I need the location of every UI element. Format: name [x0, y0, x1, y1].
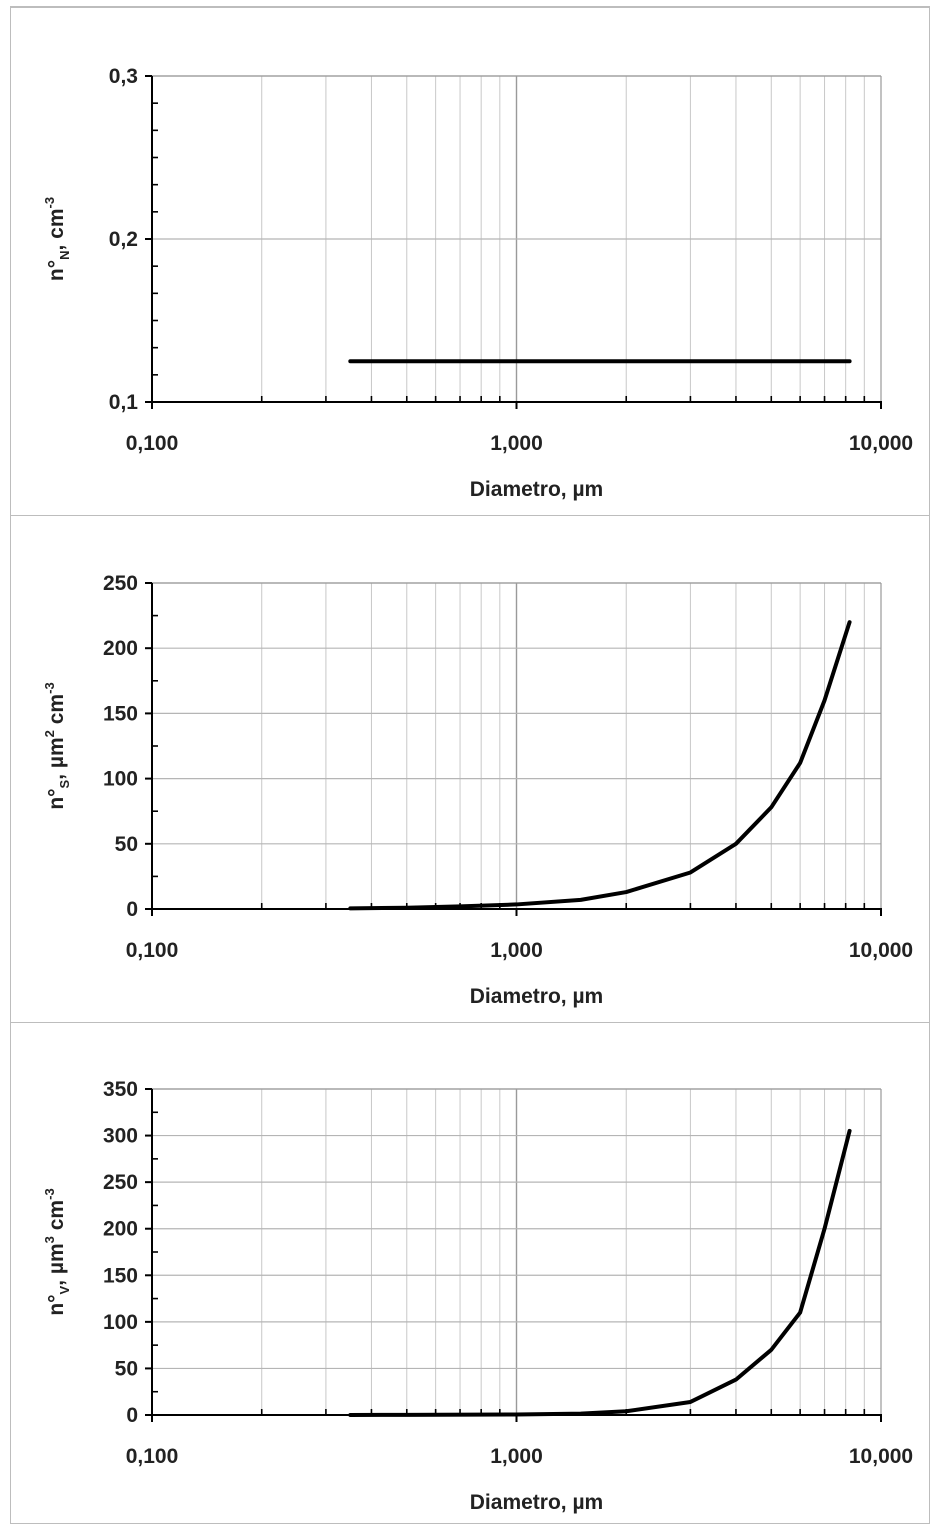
- y-tick-label: 50: [115, 1357, 138, 1380]
- y-tick-label: 0,1: [109, 391, 139, 414]
- y-tick-label: 250: [103, 572, 138, 595]
- y-tick-label: 0: [126, 898, 138, 921]
- y-tick-label: 150: [103, 702, 138, 725]
- x-tick-label: 1,000: [490, 432, 543, 455]
- y-tick-label: 300: [103, 1125, 138, 1148]
- y-tick-label: 150: [103, 1264, 138, 1287]
- x-axis-title: Diametro, µm: [470, 478, 603, 501]
- number-distribution-chart: 0,1 0,2 0,3 0,100 1,000 10,000 Diametro, µm n°N…: [11, 8, 930, 516]
- y-tick-label: 0,3: [109, 65, 138, 88]
- y-tick-label: 200: [103, 637, 138, 660]
- y-tick-label: 0: [126, 1404, 138, 1427]
- y-axis-title: n°V, µm3 cm-3: [42, 1188, 72, 1315]
- data-series-line: [350, 1131, 849, 1415]
- volume-distribution-chart: 0 50 100 150 200 250 300 350 0,100 1,000 10,000 Dia…: [11, 1023, 930, 1525]
- x-tick-label: 10,000: [849, 1445, 913, 1468]
- x-tick-label: 1,000: [490, 1445, 543, 1468]
- y-tick-label: 200: [103, 1218, 138, 1241]
- x-tick-label: 1,000: [490, 939, 543, 962]
- chart-panel-surface: 0 50 100 150 200 250 0,100 1,000 10,000 Diametro,…: [10, 515, 930, 1023]
- y-tick-label: 0,2: [109, 228, 138, 251]
- y-axis-title: n°S, µm2 cm-3: [42, 682, 72, 809]
- y-tick-label: 100: [103, 1311, 138, 1334]
- y-axis-title: n°N, cm-3: [42, 197, 72, 281]
- y-tick-label: 250: [103, 1171, 138, 1194]
- x-axis-title: Diametro, µm: [470, 1491, 603, 1514]
- x-tick-label: 0,100: [126, 432, 179, 455]
- chart-panel-number: 0,1 0,2 0,3 0,100 1,000 10,000 Diametro, µm n°N…: [10, 6, 930, 516]
- y-tick-label: 100: [103, 768, 138, 791]
- y-tick-label: 350: [103, 1078, 138, 1101]
- surface-distribution-chart: 0 50 100 150 200 250 0,100 1,000 10,000 Diametro,…: [11, 516, 930, 1024]
- y-tick-label: 50: [115, 833, 138, 856]
- x-tick-label: 0,100: [126, 939, 179, 962]
- data-series-line: [350, 622, 849, 908]
- x-tick-label: 0,100: [126, 1445, 179, 1468]
- chart-panel-volume: 0 50 100 150 200 250 300 350 0,100 1,000 10,000 Dia…: [10, 1022, 930, 1524]
- x-tick-label: 10,000: [849, 939, 913, 962]
- x-tick-label: 10,000: [849, 432, 913, 455]
- x-axis-title: Diametro, µm: [470, 985, 603, 1008]
